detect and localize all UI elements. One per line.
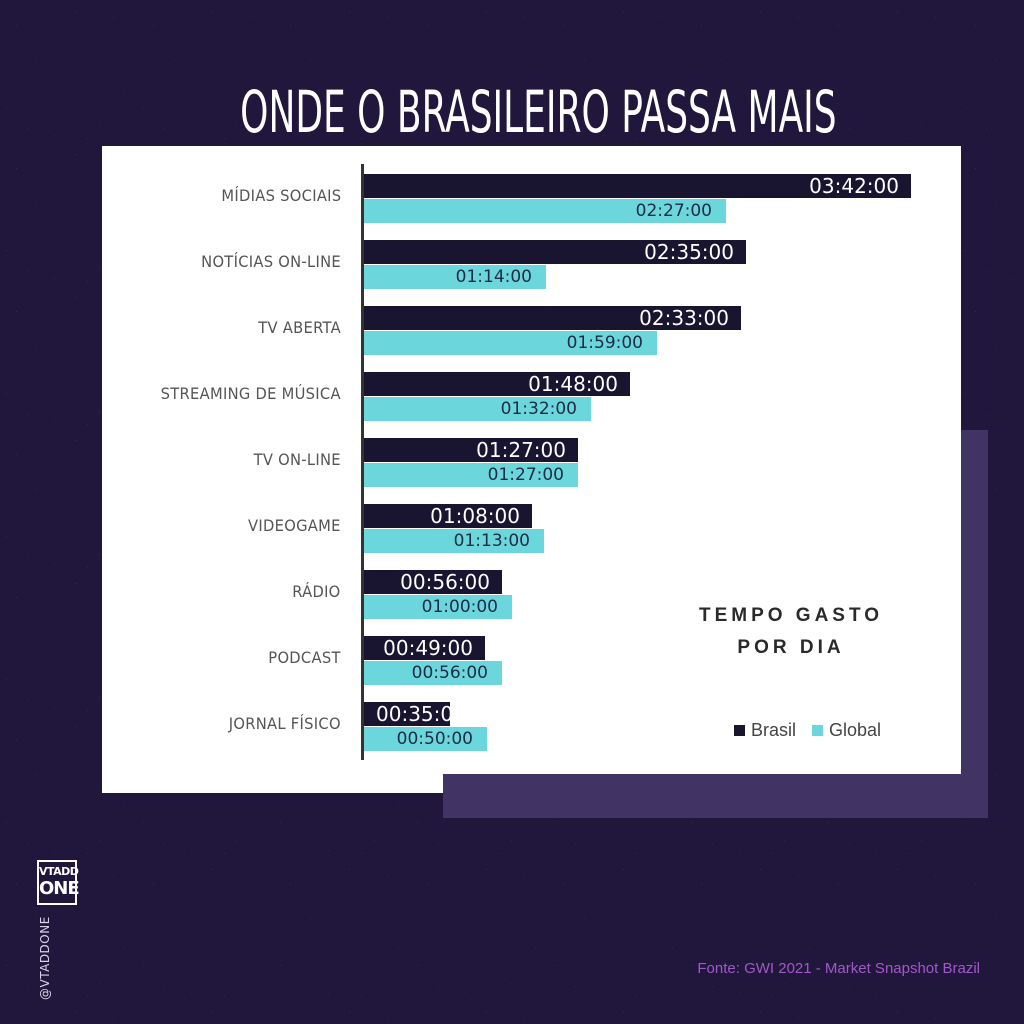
bar-global: 01:27:00 [364,463,578,487]
category-label: TV ON-LINE [253,450,341,469]
category-label: TV ABERTA [258,318,341,337]
logo-line2: ONE [39,878,80,899]
source-credit: Fonte: GWI 2021 - Market Snapshot Brazil [697,960,980,977]
bar-global: 01:59:00 [364,331,657,355]
legend-label: Brasil [751,720,797,740]
category-label: NOTÍCIAS ON-LINE [201,252,341,271]
bar-global: 00:56:00 [364,661,502,685]
category-label: VIDEOGAME [248,516,341,535]
category-label: RÁDIO [292,582,341,601]
bar-brasil: 01:48:00 [364,372,630,396]
bar-global: 01:00:00 [364,595,512,619]
chart-panel-bottom [102,774,443,793]
logo-line1: VTADD [39,865,79,878]
legend: Brasil Global [734,720,897,741]
legend-swatch-brasil [734,725,745,736]
chart-title-line2: POR DIA [737,637,845,658]
bar-brasil: 00:35:00 [364,702,450,726]
bar-global: 01:14:00 [364,265,546,289]
category-label: PODCAST [268,648,341,667]
y-axis-line [361,164,364,760]
bar-brasil: 01:27:00 [364,438,578,462]
legend-item-global: Global [812,720,881,741]
bar-global: 02:27:00 [364,199,726,223]
bar-brasil: 01:08:00 [364,504,532,528]
bar-global: 00:50:00 [364,727,487,751]
bar-brasil: 03:42:00 [364,174,911,198]
bar-global: 01:13:00 [364,529,544,553]
social-handle: @VTADDONE [38,916,52,1000]
legend-label: Global [829,720,882,740]
legend-item-brasil: Brasil [734,720,796,741]
legend-swatch-global [812,725,824,736]
bar-global: 01:32:00 [364,397,591,421]
category-label: JORNAL FÍSICO [228,714,341,733]
brand-logo: VTADD ONE [37,860,80,905]
category-label: STREAMING DE MÚSICA [160,384,341,403]
chart-title: TEMPO GASTO POR DIA [660,600,922,664]
category-label: MÍDIAS SOCIAIS [221,186,341,205]
chart-title-line1: TEMPO GASTO [698,605,884,626]
bar-brasil: 02:35:00 [364,240,746,264]
bar-brasil: 00:49:00 [364,636,485,660]
bar-brasil: 02:33:00 [364,306,741,330]
bar-brasil: 00:56:00 [364,570,502,594]
